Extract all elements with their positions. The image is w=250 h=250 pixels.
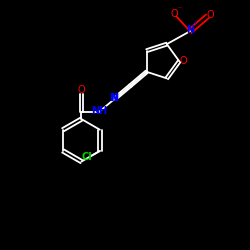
Text: N: N (110, 92, 118, 102)
Text: N: N (186, 25, 194, 35)
Text: N: N (109, 93, 117, 103)
Text: ⁺: ⁺ (192, 20, 197, 29)
Text: O: O (170, 9, 178, 19)
Text: NH: NH (91, 106, 107, 116)
Text: O: O (207, 10, 214, 20)
Text: O: O (180, 56, 188, 66)
Text: Cl: Cl (81, 152, 92, 162)
Text: ⁻: ⁻ (177, 5, 182, 14)
Text: O: O (78, 85, 85, 95)
